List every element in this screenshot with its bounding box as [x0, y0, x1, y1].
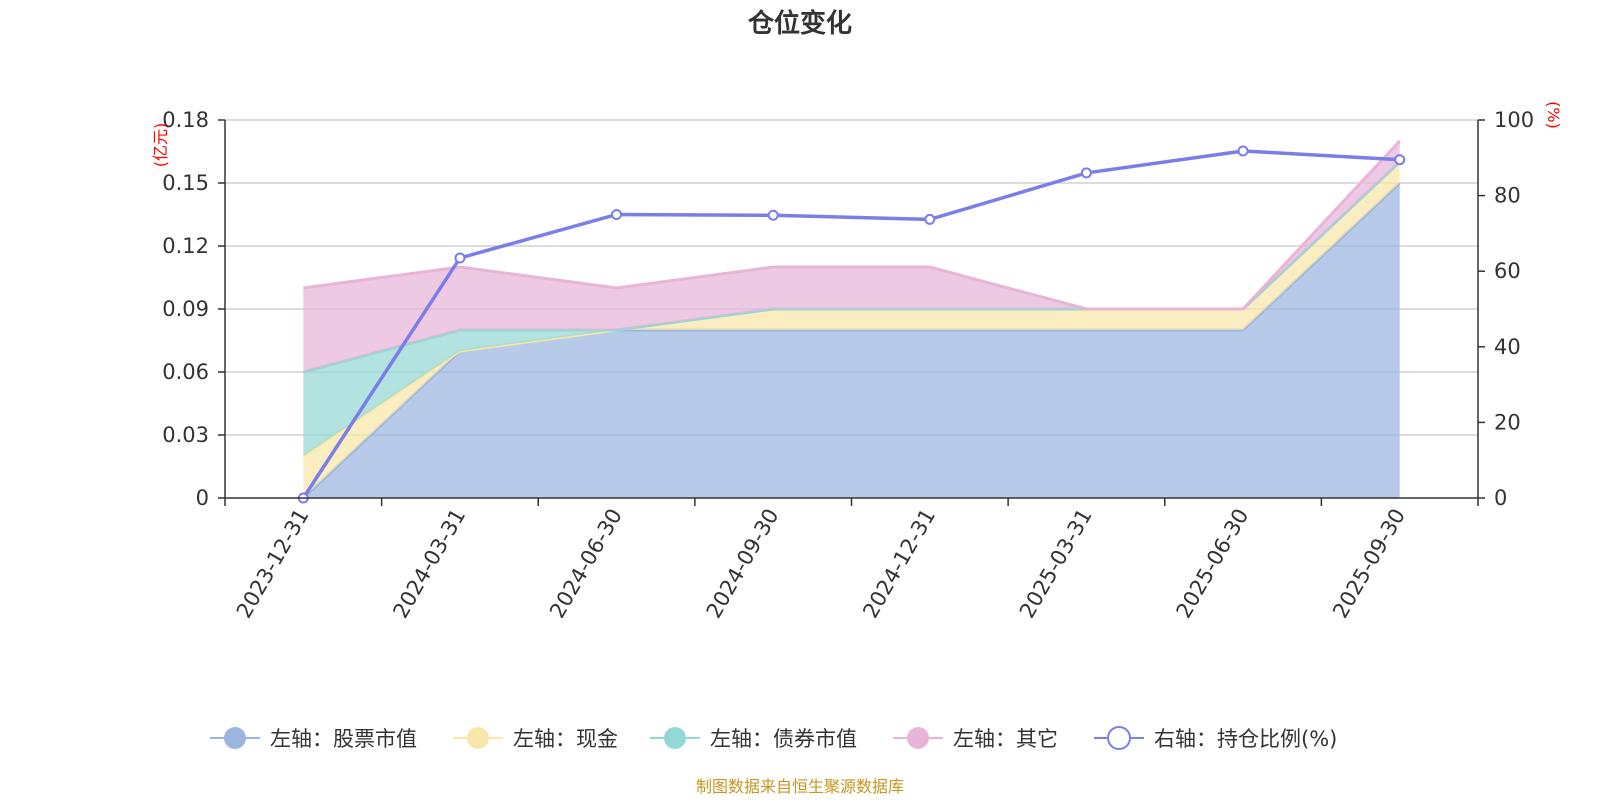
legend-label: 左轴：股票市值	[270, 727, 417, 751]
legend: 左轴：股票市值 左轴：现金 左轴：债券市值 左轴：其它 右轴：持仓比例(%)	[210, 726, 1337, 751]
chart-title: 仓位变化	[747, 8, 852, 39]
left-axis-tick-label: 0.06	[162, 360, 209, 384]
ratio-point	[611, 209, 623, 220]
legend-label: 左轴：债券市值	[710, 727, 857, 751]
ratio-point	[454, 252, 466, 264]
left-axis-tick-label: 0	[196, 486, 209, 510]
legend-marker	[1107, 726, 1131, 750]
right-axis-tick-label: 100	[1494, 108, 1534, 132]
area-左轴：现金	[303, 162, 1400, 498]
legend-marker	[907, 727, 929, 749]
legend-label: 左轴：其它	[953, 727, 1058, 751]
right-axis-tick-label: 60	[1494, 259, 1521, 283]
x-axis-label: 2023-12-31	[232, 505, 314, 623]
area-左轴：其它	[303, 141, 1400, 372]
x-axis-label: 2024-09-30	[702, 505, 784, 623]
legend-marker	[467, 727, 489, 749]
ratio-line-path	[301, 149, 1400, 499]
area-edge-左轴：其它	[303, 139, 1401, 311]
left-axis-tick-label: 0.09	[162, 297, 209, 321]
legend-marker	[224, 727, 246, 749]
x-axis-label: 2024-03-31	[388, 505, 470, 623]
left-axis-tick-label: 0.18	[162, 108, 209, 132]
right-axis-tick-label: 0	[1494, 486, 1507, 510]
data-source-note: 制图数据来自恒生聚源数据库	[696, 777, 904, 796]
area-左轴：股票市值	[303, 183, 1400, 498]
left-axis-tick-label: 0.15	[162, 171, 209, 195]
stacked-areas	[302, 139, 1401, 500]
right-axis-tick-label: 80	[1494, 184, 1521, 208]
ratio-point	[1237, 145, 1249, 157]
legend-label: 左轴：现金	[513, 727, 618, 751]
legend-label: 右轴：持仓比例(%)	[1154, 727, 1337, 751]
x-axis-label: 2024-12-31	[858, 505, 940, 623]
left-axis-unit: (亿元)	[151, 123, 170, 168]
ratio-point	[1394, 154, 1406, 166]
legend-marker	[664, 727, 686, 749]
x-axis-label: 2025-09-30	[1328, 505, 1410, 623]
right-axis-tick-label: 40	[1494, 335, 1521, 359]
right-axis-unit: (%)	[1544, 101, 1563, 129]
ratio-line	[297, 145, 1406, 504]
ratio-point	[1080, 167, 1092, 179]
x-axis-label: 2025-03-31	[1015, 505, 1097, 623]
ratio-point	[767, 209, 779, 221]
x-axis-label: 2025-06-30	[1172, 505, 1254, 623]
x-axis-label: 2024-06-30	[545, 505, 627, 623]
ratio-point	[924, 213, 936, 225]
left-axis-tick-label: 0.03	[162, 423, 209, 447]
left-axis-tick-label: 0.12	[162, 234, 209, 258]
right-axis-tick-label: 20	[1494, 410, 1521, 434]
